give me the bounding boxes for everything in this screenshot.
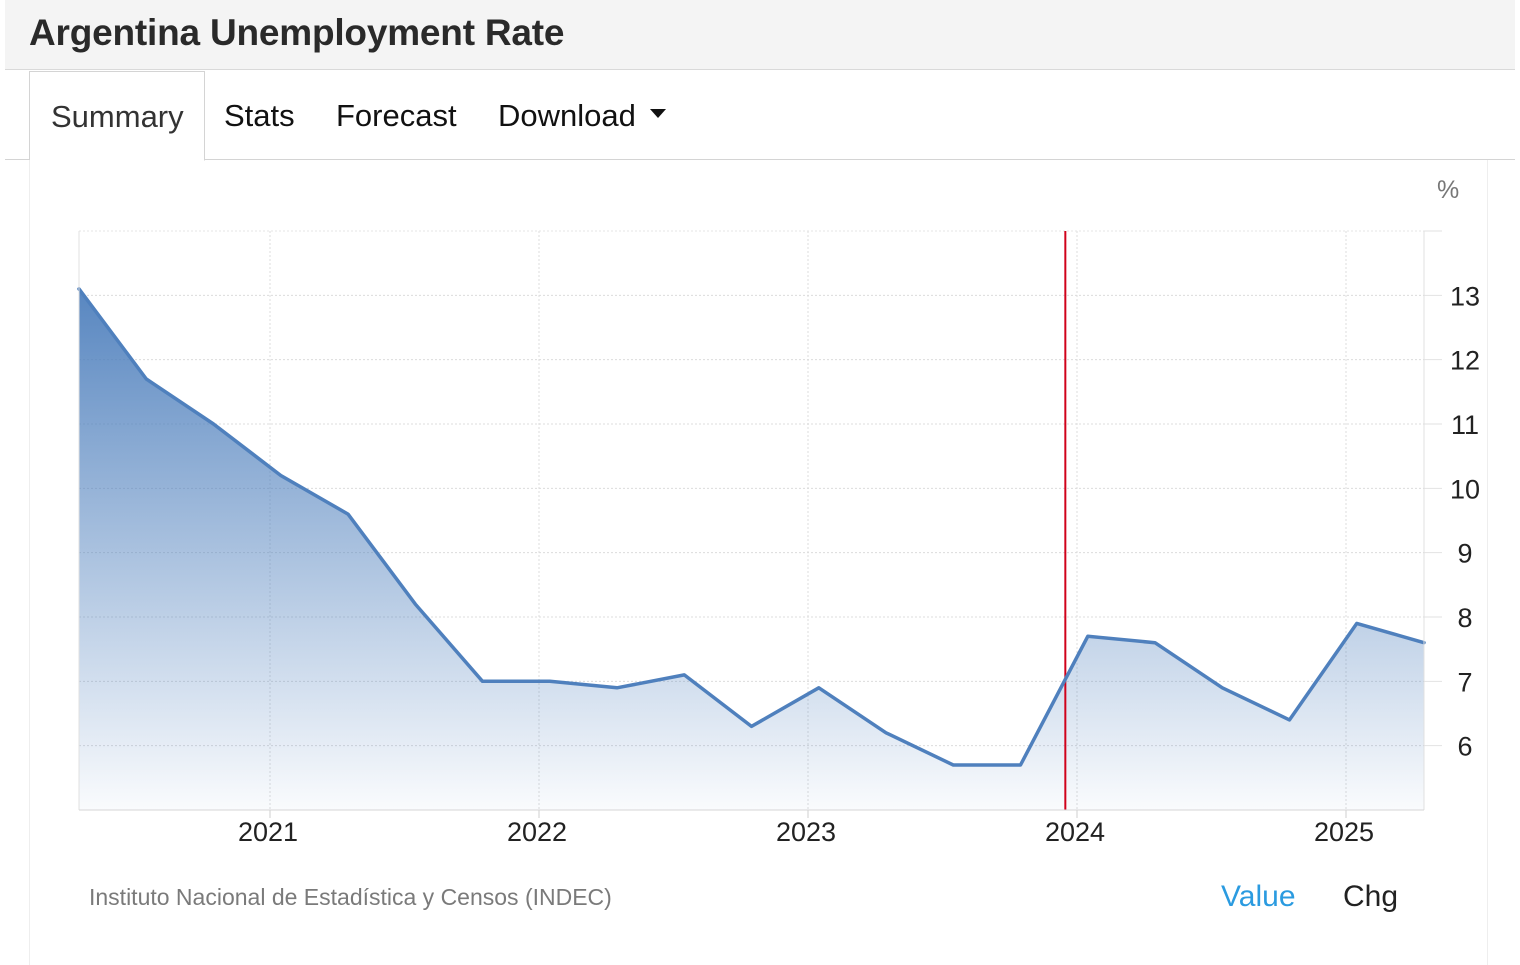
tab-forecast[interactable]: Forecast <box>336 98 457 133</box>
y-tick-label: 10 <box>1450 474 1480 504</box>
axes <box>78 230 1442 818</box>
tab-summary[interactable]: Summary <box>29 71 205 161</box>
y-axis-unit: % <box>1437 176 1460 204</box>
tab-download[interactable]: Download <box>498 71 666 160</box>
y-tick-label: 11 <box>1451 410 1479 440</box>
data-source: Instituto Nacional de Estadística y Cens… <box>89 884 612 910</box>
series-line <box>77 287 1426 767</box>
y-tick-label: 6 <box>1457 732 1472 762</box>
tab-stats[interactable]: Stats <box>224 98 295 133</box>
chart-panel <box>29 160 1488 965</box>
y-tick-label: 9 <box>1457 539 1472 569</box>
tab-download-label: Download <box>498 98 636 133</box>
series-line-layer <box>77 287 1426 767</box>
x-tick-label: 2024 <box>1045 817 1105 847</box>
y-tick-label: 7 <box>1457 667 1472 697</box>
x-tick-label: 2022 <box>507 817 567 847</box>
y-tick-label: 13 <box>1450 281 1480 311</box>
y-tick-label: 12 <box>1450 346 1480 376</box>
y-tick-label: 8 <box>1457 603 1472 633</box>
x-tick-label: 2025 <box>1314 817 1374 847</box>
chevron-down-icon <box>649 109 666 119</box>
area-fill <box>79 288 1424 810</box>
series-area <box>79 288 1424 810</box>
chg-toggle[interactable]: Chg <box>1343 880 1399 913</box>
title-bar: Argentina Unemployment Rate <box>5 0 1515 70</box>
page-title: Argentina Unemployment Rate <box>29 12 565 53</box>
value-toggle[interactable]: Value <box>1221 880 1296 913</box>
tab-bar: Summary Stats Forecast Download <box>5 71 1515 161</box>
tick-labels: 6 7 8 9 10 11 12 13 2021 2022 2023 2024 2025 <box>238 281 1480 847</box>
x-tick-label: 2023 <box>776 817 836 847</box>
x-tick-label: 2021 <box>238 817 298 847</box>
